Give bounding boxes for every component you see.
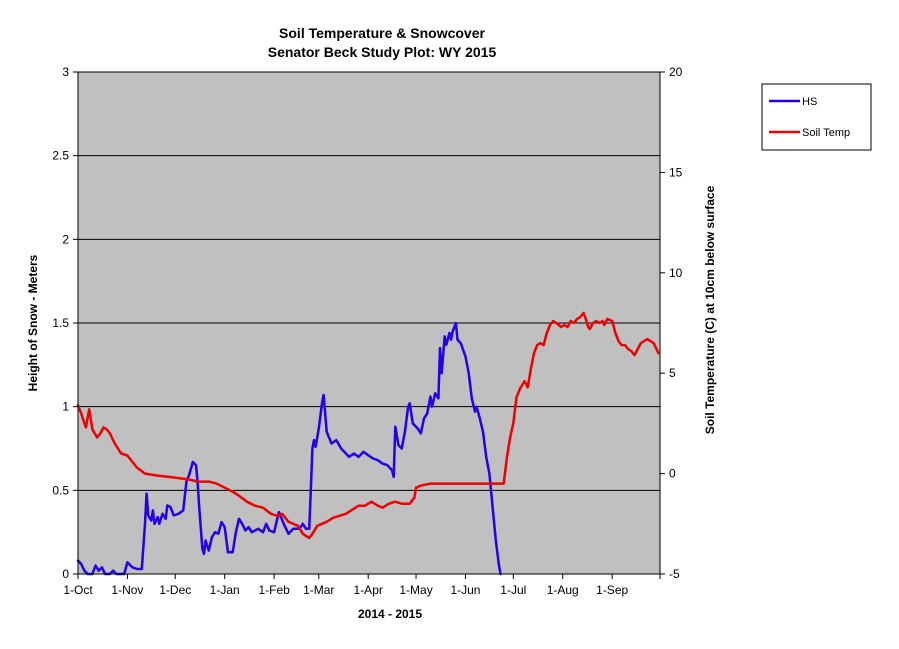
y-left-tick-label: 3: [62, 65, 69, 79]
x-tick-label: 1-Feb: [258, 583, 290, 597]
legend: HS Soil Temp: [761, 83, 872, 151]
y-right-tick-label: 10: [669, 266, 683, 280]
y-left-tick-label: 2.5: [52, 149, 69, 163]
x-tick-label: 1-Apr: [354, 583, 383, 597]
gridlines: [78, 155, 660, 491]
x-tick-label: 1-Nov: [111, 583, 143, 597]
y-axis-right-label: Soil Temperature (C) at 10cm below surfa…: [703, 185, 717, 434]
y-left-tick-label: 1.5: [52, 316, 69, 330]
axes: 0 0.5 1 1.5 2 2.5 3 -5 0 5 10 15 20 1-Oct 1-Nov 1-Dec 1-…: [52, 65, 682, 597]
x-tick-label: 1-Jan: [210, 583, 240, 597]
y-left-tick-label: 1: [62, 400, 69, 414]
x-tick-label: 1-Dec: [159, 583, 191, 597]
series-line-soil-temp: [76, 311, 660, 540]
x-tick-label: 1-Jun: [450, 583, 480, 597]
series-line-hs: [76, 321, 502, 576]
legend-box: [761, 83, 872, 151]
legend-label-hs: HS: [802, 96, 817, 108]
x-tick-label: 1-Mar: [303, 583, 334, 597]
y-right-tick-label: 0: [669, 467, 676, 481]
y-right-tick-label: 15: [669, 165, 683, 179]
x-tick-label: 1-Sep: [596, 583, 628, 597]
y-right-tick-label: 20: [669, 65, 683, 79]
y-axis-left-label: Height of Snow - Meters: [26, 254, 40, 391]
y-right-tick-label: -5: [669, 567, 680, 581]
y-left-tick-label: 0: [62, 567, 69, 581]
x-tick-label: 1-Jul: [500, 583, 526, 597]
y-right-tick-label: 5: [669, 366, 676, 380]
y-left-tick-label: 2: [62, 232, 69, 246]
x-tick-label: 1-Oct: [63, 583, 93, 597]
x-tick-label: 1-May: [399, 583, 432, 597]
x-axis-label: 2014 - 2015: [358, 607, 422, 621]
x-tick-label: 1-Aug: [547, 583, 579, 597]
y-left-tick-label: 0.5: [52, 483, 69, 497]
chart-title: Soil Temperature & Snowcover: [279, 25, 485, 41]
series-layer: [76, 311, 660, 576]
legend-label-soil-temp: Soil Temp: [802, 127, 850, 139]
chart-subtitle: Senator Beck Study Plot: WY 2015: [268, 44, 497, 60]
